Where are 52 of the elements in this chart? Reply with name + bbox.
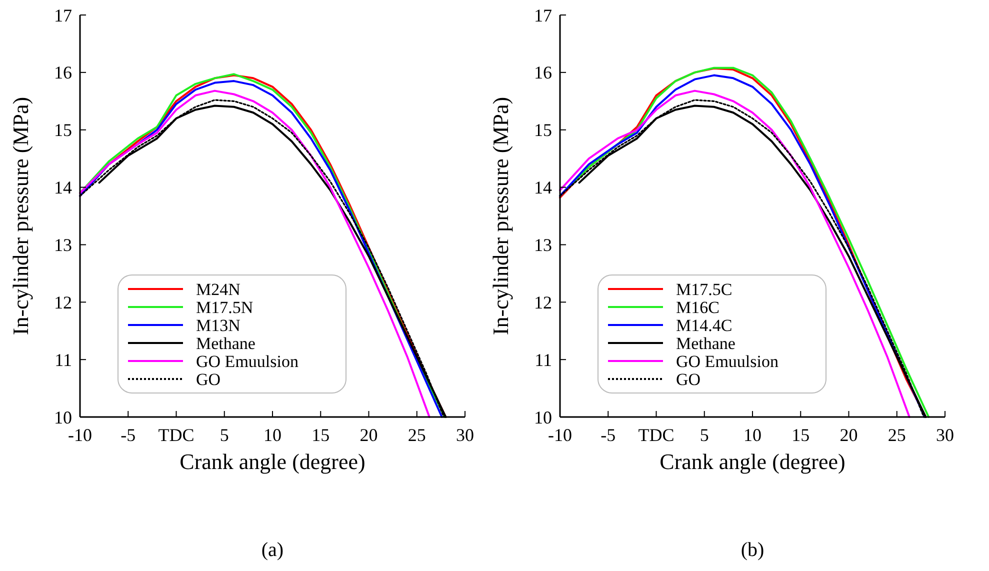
x-tick-label: 15 <box>792 425 810 445</box>
y-tick-label: 11 <box>534 350 552 370</box>
x-tick-label: 30 <box>936 425 954 445</box>
y-tick-label: 17 <box>54 5 72 26</box>
y-tick-label: 14 <box>54 178 72 198</box>
x-tick-label: 10 <box>744 425 762 445</box>
y-axis-title: In-cylinder pressure (MPa) <box>8 96 33 336</box>
x-tick-label: -10 <box>68 425 92 445</box>
x-tick-label: 20 <box>840 425 858 445</box>
x-tick-label: 30 <box>456 425 474 445</box>
y-tick-label: 10 <box>54 407 72 428</box>
x-tick-label: 5 <box>700 425 709 445</box>
legend-label: GO Emuulsion <box>196 352 299 371</box>
x-tick-label: 5 <box>220 425 229 445</box>
y-axis-title: In-cylinder pressure (MPa) <box>488 96 513 336</box>
y-tick-label: 10 <box>534 407 552 428</box>
y-tick-label: 15 <box>54 120 72 140</box>
legend-label: M16C <box>676 298 720 317</box>
legend-label: Methane <box>196 334 256 353</box>
y-tick-label: 17 <box>534 5 552 26</box>
text: (b) <box>740 539 764 561</box>
x-tick-label: TDC <box>158 425 194 445</box>
x-tick-label: -10 <box>548 425 572 445</box>
x-axis-title: Crank angle (degree) <box>180 449 366 474</box>
y-tick-label: 15 <box>534 120 552 140</box>
x-tick-label: 15 <box>312 425 330 445</box>
y-tick-label: 12 <box>54 292 72 312</box>
x-tick-label: 25 <box>888 425 906 445</box>
legend-label: GO <box>676 370 701 389</box>
x-tick-label: 25 <box>408 425 426 445</box>
text: (a) <box>261 539 284 561</box>
y-tick-label: 16 <box>54 62 72 83</box>
legend-label: M13N <box>196 316 240 335</box>
x-tick-label: 10 <box>264 425 282 445</box>
legend-label: M17.5N <box>196 298 254 317</box>
y-tick-label: 12 <box>534 292 552 312</box>
x-tick-label: -5 <box>600 425 616 445</box>
x-tick-label: TDC <box>638 425 674 445</box>
legend-label: M17.5C <box>676 280 732 299</box>
y-tick-label: 14 <box>534 178 552 198</box>
legend-label: M14.4C <box>676 316 732 335</box>
y-tick-label: 16 <box>534 62 552 83</box>
x-tick-label: 20 <box>360 425 378 445</box>
x-tick-label: -5 <box>120 425 136 445</box>
y-tick-label: 13 <box>54 235 72 256</box>
legend-label: M24N <box>196 280 240 299</box>
legend-label: GO Emuulsion <box>676 352 779 371</box>
y-tick-label: 13 <box>534 235 552 256</box>
legend-label: Methane <box>676 334 736 353</box>
y-tick-label: 11 <box>54 350 72 370</box>
legend-label: GO <box>196 370 221 389</box>
x-axis-title: Crank angle (degree) <box>660 449 846 474</box>
